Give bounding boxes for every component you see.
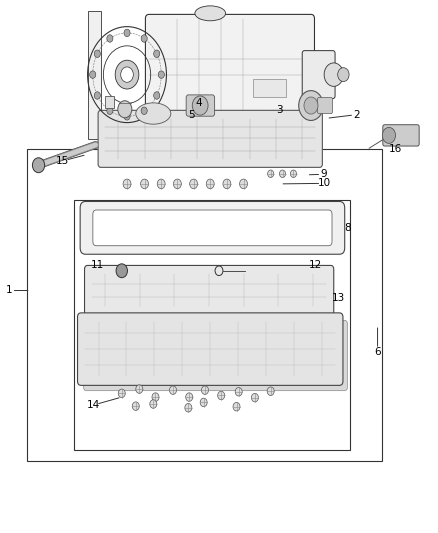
Text: 4: 4 [195, 98, 202, 108]
Circle shape [158, 71, 164, 78]
FancyBboxPatch shape [84, 320, 347, 391]
FancyBboxPatch shape [105, 96, 114, 108]
FancyBboxPatch shape [93, 210, 332, 246]
Circle shape [290, 170, 297, 177]
Circle shape [240, 179, 247, 189]
Circle shape [116, 264, 127, 278]
Circle shape [141, 35, 147, 42]
Circle shape [304, 97, 318, 114]
FancyBboxPatch shape [318, 98, 332, 114]
FancyBboxPatch shape [253, 79, 286, 97]
Circle shape [124, 29, 130, 37]
FancyBboxPatch shape [85, 265, 334, 316]
Text: 15: 15 [56, 156, 69, 166]
Circle shape [152, 393, 159, 401]
Circle shape [115, 60, 139, 89]
FancyBboxPatch shape [383, 125, 419, 146]
FancyBboxPatch shape [88, 11, 101, 139]
Circle shape [192, 96, 208, 115]
Text: 3: 3 [276, 106, 283, 115]
Bar [27, 149, 382, 461]
Circle shape [338, 68, 349, 82]
FancyBboxPatch shape [302, 51, 335, 99]
Circle shape [299, 91, 323, 120]
Circle shape [107, 107, 113, 115]
Text: 9: 9 [321, 169, 328, 179]
Circle shape [118, 101, 132, 118]
Circle shape [157, 179, 165, 189]
Circle shape [107, 35, 113, 42]
Circle shape [186, 393, 193, 401]
FancyBboxPatch shape [98, 110, 322, 167]
Text: 10: 10 [318, 179, 331, 188]
Circle shape [251, 393, 258, 402]
FancyBboxPatch shape [78, 313, 343, 385]
Circle shape [268, 170, 274, 177]
Circle shape [190, 179, 198, 189]
Circle shape [233, 402, 240, 411]
Circle shape [118, 389, 125, 398]
Circle shape [200, 398, 207, 407]
Circle shape [324, 63, 343, 86]
Circle shape [94, 50, 100, 58]
Text: 6: 6 [374, 347, 381, 357]
Text: 12: 12 [309, 260, 322, 270]
Circle shape [154, 50, 160, 58]
Text: 11: 11 [91, 260, 104, 270]
Text: 16: 16 [389, 144, 402, 154]
Circle shape [201, 386, 208, 394]
FancyBboxPatch shape [145, 14, 314, 135]
Text: 5: 5 [188, 110, 195, 120]
Circle shape [94, 92, 100, 99]
Circle shape [173, 179, 181, 189]
Circle shape [121, 67, 133, 82]
Circle shape [32, 158, 45, 173]
Circle shape [235, 387, 242, 396]
Circle shape [136, 385, 143, 393]
FancyBboxPatch shape [186, 95, 215, 116]
Ellipse shape [136, 103, 171, 124]
Circle shape [218, 391, 225, 400]
Circle shape [124, 112, 130, 120]
Circle shape [132, 402, 139, 410]
Circle shape [382, 127, 396, 143]
Text: 13: 13 [332, 294, 345, 303]
Circle shape [90, 71, 96, 78]
Text: 1: 1 [5, 286, 12, 295]
Text: 8: 8 [344, 223, 351, 232]
Circle shape [154, 92, 160, 99]
Circle shape [206, 179, 214, 189]
Circle shape [150, 400, 157, 408]
Bar [74, 200, 350, 450]
Circle shape [123, 179, 131, 189]
Circle shape [141, 179, 148, 189]
FancyBboxPatch shape [80, 201, 345, 254]
Circle shape [223, 179, 231, 189]
Circle shape [267, 387, 274, 395]
Circle shape [170, 386, 177, 394]
Text: 14: 14 [87, 400, 100, 410]
Text: 2: 2 [353, 110, 360, 119]
Circle shape [279, 170, 286, 177]
Ellipse shape [195, 6, 226, 21]
Circle shape [141, 107, 147, 115]
Circle shape [185, 403, 192, 412]
